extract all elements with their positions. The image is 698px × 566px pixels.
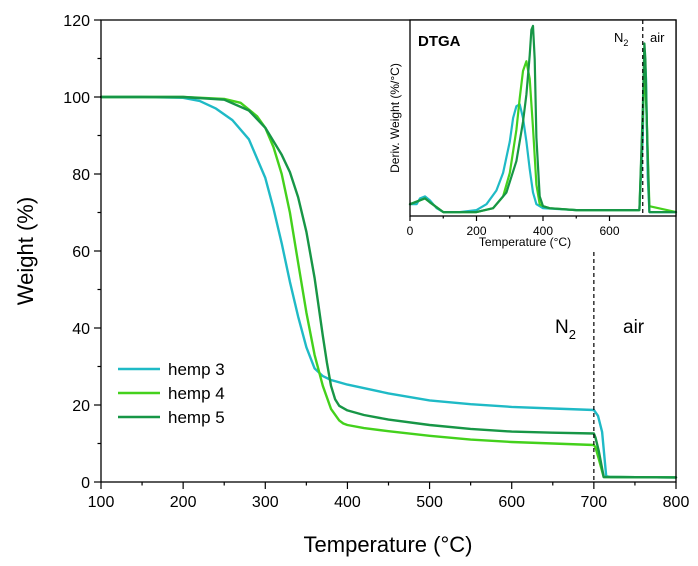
main-x-tick-label: 400 (334, 494, 361, 511)
main-x-tick-label: 500 (416, 494, 443, 511)
inset-background (410, 20, 676, 216)
main-x-tick-label: 600 (498, 494, 525, 511)
main-x-tick-label: 100 (88, 494, 115, 511)
main-x-tick-label: 300 (252, 494, 279, 511)
legend: hemp 3 hemp 4 hemp 5 (118, 360, 225, 427)
inset-title: DTGA (418, 33, 461, 50)
x-axis-label: Temperature (°C) (304, 532, 473, 557)
inset-x-tick-label: 400 (533, 224, 553, 238)
main-y-tick-label: 20 (72, 398, 90, 415)
main-y-tick-label: 80 (72, 167, 90, 184)
inset-plot: 0 200 400 600 DTGA N2 air Temperature (°C) … (388, 19, 678, 249)
y-axis-label: Weight (%) (13, 197, 38, 305)
inset-x-axis-label: Temperature (°C) (479, 235, 571, 249)
main-ticks: 100 200 300 400 500 600 700 800 0 20 40 60 80 100 120 (63, 13, 689, 511)
inset-y-axis-label: Deriv. Weight (%/°C) (388, 63, 402, 173)
main-y-tick-label: 40 (72, 321, 90, 338)
inset-n2-label: N2 (614, 30, 628, 48)
legend-label-hemp-3: hemp 3 (168, 360, 225, 379)
inset-series-group (408, 24, 678, 214)
main-x-tick-label: 700 (581, 494, 608, 511)
main-y-tick-label: 0 (81, 475, 90, 492)
main-series-line-hemp-5 (99, 95, 678, 479)
main-plot: 100 200 300 400 500 600 700 800020406080100120 … (13, 13, 689, 557)
main-x-tick-label: 800 (663, 494, 690, 511)
legend-label-hemp-4: hemp 4 (168, 384, 225, 403)
inset-series-line-3 (408, 24, 678, 214)
air-label: air (623, 317, 645, 338)
main-x-tick-label: 200 (170, 494, 197, 511)
main-y-tick-label: 60 (72, 244, 90, 261)
main-series-group (99, 95, 678, 479)
inset-x-tick-label: 200 (466, 224, 486, 238)
inset-air-label: air (650, 30, 665, 45)
inset-x-tick-label: 600 (599, 224, 619, 238)
main-y-tick-label: 100 (63, 90, 90, 107)
legend-label-hemp-5: hemp 5 (168, 408, 225, 427)
main-y-tick-label: 120 (63, 13, 90, 30)
inset-ticks: 0 200 400 600 (407, 216, 620, 238)
n2-label: N2 (555, 317, 576, 342)
inset-x-tick-label: 0 (407, 224, 414, 238)
